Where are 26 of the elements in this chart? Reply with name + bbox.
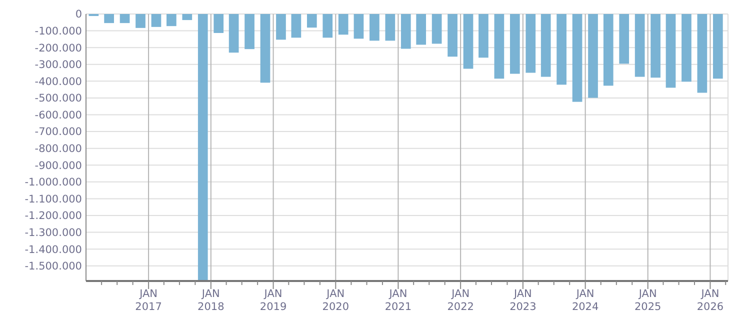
x-tick-label: JAN 2020 bbox=[322, 288, 350, 313]
y-tick-label: -200.000 bbox=[34, 42, 82, 54]
y-tick-label: -100.000 bbox=[34, 25, 82, 38]
x-tick-label: JAN 2026 bbox=[696, 288, 724, 313]
y-tick-label: 0 bbox=[75, 8, 82, 21]
x-tick-label: JAN 2022 bbox=[447, 288, 474, 313]
x-tick-label: JAN 2019 bbox=[260, 288, 287, 313]
y-tick-label: -1.400.000 bbox=[24, 244, 82, 256]
y-tick-label: -300.000 bbox=[34, 59, 82, 72]
x-tick-label: JAN 2025 bbox=[634, 288, 662, 313]
x-tick-label: JAN 2018 bbox=[198, 288, 224, 313]
y-tick-label: -900.000 bbox=[34, 160, 82, 172]
y-tick-label: -700.000 bbox=[34, 126, 82, 138]
y-tick-label: -400.000 bbox=[34, 76, 82, 88]
x-tick-label: JAN 2024 bbox=[572, 288, 599, 313]
y-tick-label: -800.000 bbox=[34, 143, 82, 156]
y-tick-label: -1.500.000 bbox=[24, 260, 82, 273]
y-tick-label: -500.000 bbox=[34, 92, 82, 105]
y-tick-label: -1.100.000 bbox=[24, 193, 82, 206]
y-tick-label: -1.300.000 bbox=[24, 226, 82, 239]
y-tick-label: -1.000.000 bbox=[24, 176, 82, 189]
y-tick-label: -600.000 bbox=[34, 109, 82, 122]
x-tick-label: JAN 2017 bbox=[135, 288, 162, 313]
x-tick-label: JAN 2023 bbox=[510, 288, 536, 313]
x-tick-label: JAN 2021 bbox=[384, 288, 412, 313]
y-tick-label: -1.200.000 bbox=[24, 210, 82, 222]
